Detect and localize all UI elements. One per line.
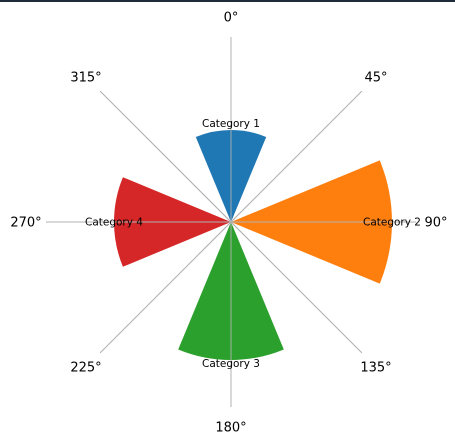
angle-tick-label-0: 0° [224, 11, 239, 26]
angle-tick-label-270: 270° [10, 216, 41, 231]
category-label-1: Category 1 [202, 118, 260, 130]
angle-tick-label-135: 135° [360, 361, 391, 376]
angle-tick-label-225: 225° [70, 361, 101, 376]
angle-tick-label-45: 45° [364, 71, 387, 86]
category-label-2: Category 2 [363, 217, 421, 229]
category-label-4: Category 4 [85, 217, 143, 229]
bar-layer [114, 130, 392, 360]
angle-tick-label-180: 180° [215, 421, 246, 436]
angle-tick-label-315: 315° [70, 71, 101, 86]
angle-tick-label-90: 90° [424, 216, 447, 231]
category-label-3: Category 3 [202, 358, 260, 370]
